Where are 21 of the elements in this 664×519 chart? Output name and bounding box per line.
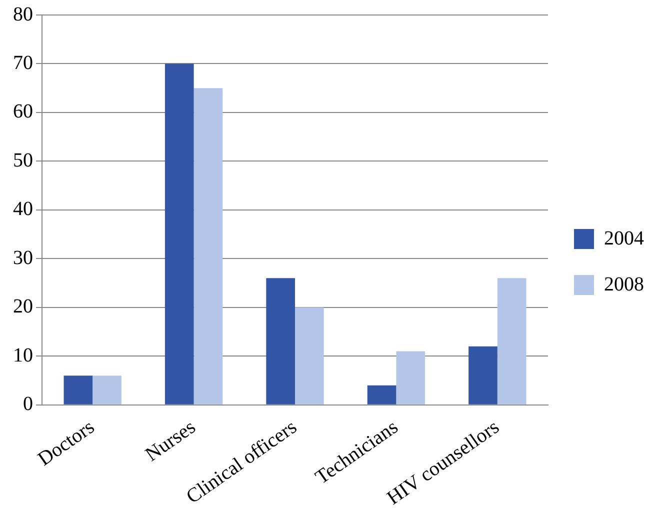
bar — [266, 278, 295, 404]
y-tick-label: 50 — [13, 149, 33, 172]
y-tick-label: 70 — [13, 52, 33, 74]
bar — [367, 385, 396, 404]
y-tick-label: 80 — [13, 3, 33, 26]
y-tick-label: 40 — [13, 198, 33, 220]
bar — [64, 376, 93, 404]
y-tick-label: 10 — [13, 344, 33, 366]
y-tick-label: 0 — [23, 393, 33, 416]
y-tick-label: 20 — [13, 296, 33, 318]
y-tick-label: 60 — [13, 100, 33, 123]
bar — [497, 278, 526, 404]
y-tick-label: 30 — [13, 246, 33, 269]
bar — [468, 346, 498, 404]
legend-label: 2008 — [604, 273, 644, 296]
bar — [164, 64, 194, 404]
legend-label: 2004 — [604, 227, 644, 250]
bar — [295, 307, 324, 404]
bar — [396, 351, 426, 404]
bar — [92, 376, 122, 404]
bar — [194, 88, 223, 404]
